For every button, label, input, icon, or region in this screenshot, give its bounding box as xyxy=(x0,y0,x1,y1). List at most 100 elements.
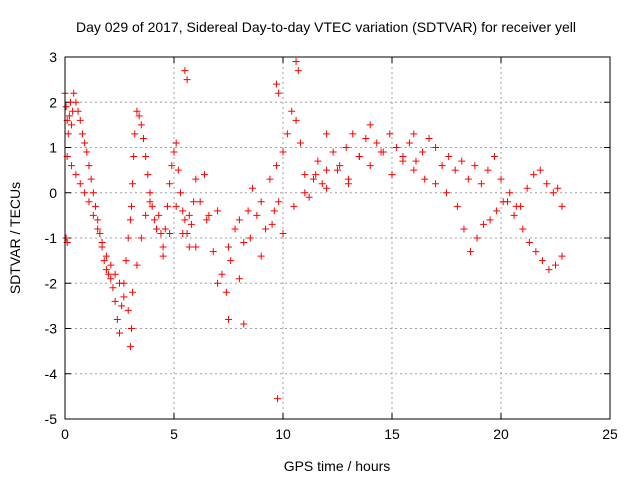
data-point xyxy=(130,153,138,161)
y-tick-label: 0 xyxy=(49,185,57,201)
data-point xyxy=(146,189,154,197)
data-point xyxy=(279,229,287,237)
data-point xyxy=(131,130,139,138)
data-point xyxy=(419,148,427,156)
data-point xyxy=(460,225,468,233)
data-point xyxy=(443,189,450,197)
data-point xyxy=(292,116,300,124)
data-point xyxy=(288,107,296,115)
data-point xyxy=(432,144,440,151)
data-point xyxy=(262,225,270,233)
data-point xyxy=(185,211,193,219)
data-point xyxy=(92,202,100,210)
data-point xyxy=(89,211,97,219)
data-point xyxy=(72,171,80,179)
data-point xyxy=(410,166,418,174)
data-point xyxy=(76,116,84,124)
data-point xyxy=(94,225,102,233)
data-point xyxy=(126,343,134,351)
data-point xyxy=(392,144,400,151)
data-point xyxy=(161,225,169,233)
data-point xyxy=(109,284,117,292)
y-tick-label: -5 xyxy=(45,411,58,427)
data-point xyxy=(545,266,553,274)
data-point xyxy=(301,171,309,179)
chart-title: Day 029 of 2017, Sidereal Day-to-day VTE… xyxy=(76,19,576,35)
x-tick-label: 10 xyxy=(275,426,291,442)
data-point xyxy=(133,107,141,115)
data-point xyxy=(190,198,198,206)
data-point xyxy=(100,257,108,265)
data-point xyxy=(272,80,280,88)
data-point xyxy=(150,216,158,224)
data-point xyxy=(65,112,73,120)
data-point xyxy=(279,148,287,156)
data-point xyxy=(68,162,76,170)
data-point xyxy=(72,98,80,106)
data-point xyxy=(76,180,84,188)
data-point xyxy=(344,180,352,188)
data-point xyxy=(329,148,337,156)
y-tick-label: 1 xyxy=(49,140,57,156)
data-point xyxy=(214,207,222,215)
data-point xyxy=(248,184,256,192)
data-point xyxy=(127,202,135,210)
data-point xyxy=(137,121,145,129)
data-point xyxy=(209,248,217,256)
data-point xyxy=(222,288,230,296)
data-point xyxy=(484,166,492,174)
data-point xyxy=(432,180,440,188)
data-point xyxy=(512,202,520,210)
data-point xyxy=(113,315,121,323)
y-tick-label: -1 xyxy=(45,230,58,246)
data-point xyxy=(445,153,453,161)
data-point xyxy=(399,157,407,165)
axis-ticks: 0 5 10 15 20 25 -5 -4 -3 -2 -1 0 1 2 3 xyxy=(45,49,618,442)
data-point xyxy=(187,220,195,228)
data-point xyxy=(362,134,370,142)
data-point xyxy=(111,270,119,278)
data-point xyxy=(139,134,147,142)
data-point xyxy=(107,275,115,283)
data-point xyxy=(464,175,472,183)
y-tick-label: -3 xyxy=(45,321,58,337)
data-point xyxy=(275,198,283,206)
data-point xyxy=(120,293,128,301)
x-tick-label: 25 xyxy=(602,426,618,442)
data-point xyxy=(179,229,187,237)
data-point xyxy=(192,175,200,183)
data-point xyxy=(85,162,93,170)
data-point xyxy=(536,166,544,174)
data-point xyxy=(310,175,318,183)
data-point xyxy=(116,329,123,337)
data-point xyxy=(148,202,156,210)
data-point xyxy=(124,306,132,314)
data-point xyxy=(246,234,254,242)
data-point xyxy=(196,198,204,206)
data-point xyxy=(183,76,191,84)
data-point xyxy=(105,270,113,278)
data-point xyxy=(98,239,106,247)
data-point xyxy=(554,184,562,192)
data-point xyxy=(203,216,211,224)
y-axis-label: SDTVAR / TECUs xyxy=(7,182,23,294)
data-point xyxy=(240,239,248,247)
data-point xyxy=(68,121,76,129)
data-point xyxy=(201,171,209,179)
data-point xyxy=(538,257,546,265)
data-point xyxy=(163,202,171,210)
y-tick-label: 2 xyxy=(49,94,57,110)
data-point xyxy=(519,225,527,233)
data-point xyxy=(294,67,302,75)
data-point xyxy=(179,207,187,215)
data-point xyxy=(74,107,82,115)
data-point xyxy=(473,234,481,242)
data-point xyxy=(235,216,243,224)
data-point xyxy=(133,261,141,269)
data-point xyxy=(135,112,143,120)
data-point xyxy=(168,162,176,170)
data-point xyxy=(122,257,130,265)
y-tick-label: 3 xyxy=(49,49,57,65)
data-point xyxy=(296,139,304,147)
data-point xyxy=(412,157,420,165)
